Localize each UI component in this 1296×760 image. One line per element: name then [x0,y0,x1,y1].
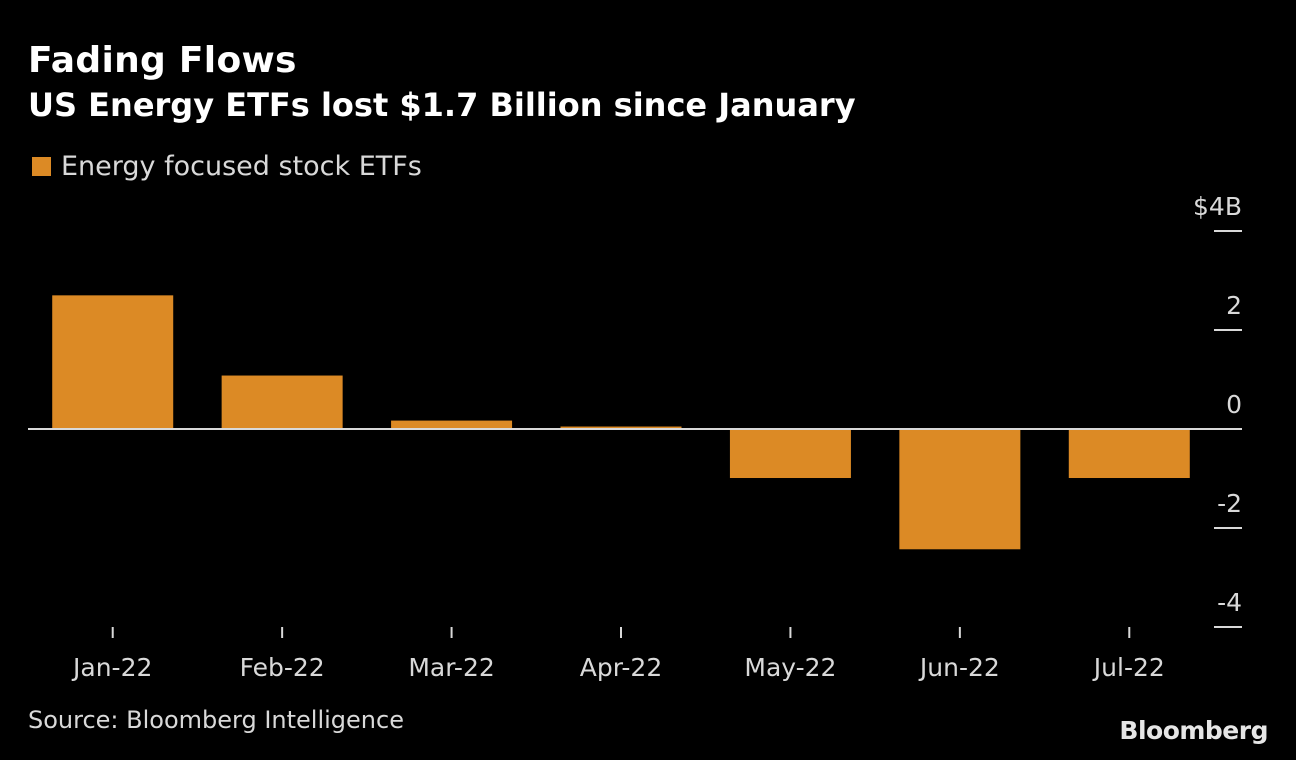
x-tick-label: Feb-22 [240,653,325,682]
legend-label: Energy focused stock ETFs [61,151,422,182]
x-tick-label: Jan-22 [71,653,152,682]
x-tick-label: May-22 [744,653,836,682]
y-tick-label: $4B [1193,192,1242,221]
x-tick-label: Jul-22 [1092,653,1165,682]
x-tick-label: Mar-22 [408,653,494,682]
bar-may-22 [729,429,851,479]
y-tick-label: 2 [1226,291,1242,320]
bar-apr-22 [560,426,682,429]
bloomberg-logo: Bloomberg [1119,716,1268,745]
chart-title: Fading Flows [28,40,297,81]
y-tick-label: 0 [1226,390,1242,419]
x-tick-label: Jun-22 [918,653,1000,682]
bar-feb-22 [221,375,343,429]
source-note: Source: Bloomberg Intelligence [28,706,404,734]
y-tick-label: -2 [1217,489,1242,518]
chart-subtitle: US Energy ETFs lost $1.7 Billion since J… [28,86,856,124]
legend-swatch [32,157,51,176]
y-tick-label: -4 [1217,588,1242,617]
x-tick-label: Apr-22 [580,653,662,682]
bar-jun-22 [899,429,1021,550]
legend: Energy focused stock ETFs [32,151,422,182]
bar-jul-22 [1068,429,1190,479]
bar-jan-22 [52,295,174,429]
bar-mar-22 [391,420,513,429]
